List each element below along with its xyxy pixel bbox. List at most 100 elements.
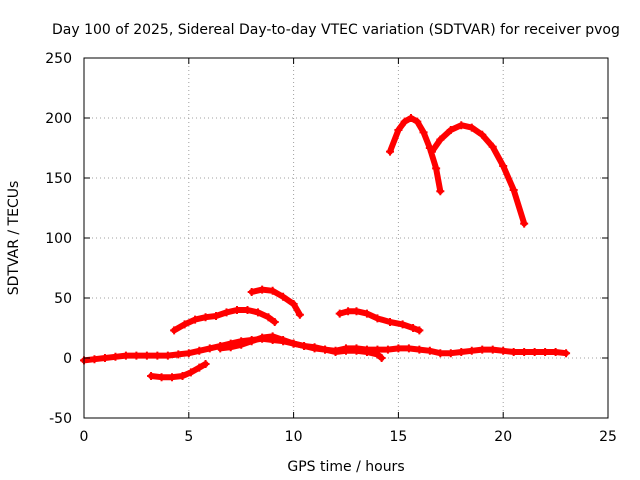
data-point: [178, 372, 187, 380]
data-point: [427, 147, 436, 156]
data-point: [398, 320, 407, 329]
data-point: [216, 344, 225, 353]
data-point: [195, 346, 204, 355]
y-tick-label: 0: [63, 351, 72, 367]
series-peak-2: [428, 122, 528, 227]
data-point: [499, 162, 508, 170]
data-point: [147, 372, 156, 380]
data-point: [289, 300, 298, 308]
data-point: [562, 349, 571, 358]
data-point: [170, 326, 179, 335]
chart-title: Day 100 of 2025, Sidereal Day-to-day VTE…: [52, 22, 620, 38]
x-tick-label: 5: [184, 429, 193, 445]
series-band-low: [148, 361, 209, 381]
grid-layer: [84, 58, 608, 418]
data-point: [520, 348, 529, 356]
data-point: [321, 345, 330, 354]
x-axis-label: GPS time / hours: [287, 459, 404, 475]
data-point: [413, 117, 422, 126]
data-point: [394, 344, 403, 353]
x-tick-label: 0: [80, 429, 89, 445]
data-point: [168, 373, 177, 382]
data-point: [409, 324, 418, 332]
data-point: [142, 351, 151, 360]
data-point: [373, 350, 382, 359]
data-point: [352, 307, 361, 316]
data-point: [300, 342, 309, 350]
data-point: [488, 142, 497, 151]
series-band-mid2: [336, 308, 423, 334]
data-point: [174, 350, 183, 359]
data-point: [509, 186, 518, 194]
tick-layer: 0 5 10 15 20 25 -50 0 50 100 150 200 250: [45, 51, 617, 445]
data-point: [446, 349, 455, 358]
data-point: [157, 373, 166, 382]
data-point: [520, 219, 529, 228]
data-point: [436, 349, 445, 358]
data-point: [212, 312, 221, 320]
data-point: [191, 315, 200, 324]
data-point: [258, 285, 267, 294]
x-tick-label: 20: [494, 429, 512, 445]
y-axis-label: SDTVAR / TECUs: [6, 181, 22, 296]
data-point: [268, 332, 277, 341]
data-point: [195, 363, 204, 372]
data-point: [180, 320, 189, 329]
data-point: [279, 292, 288, 301]
data-point: [233, 306, 242, 314]
data-point: [467, 123, 476, 132]
data-point: [342, 346, 350, 355]
data-point: [415, 345, 424, 354]
data-point: [386, 147, 395, 156]
data-point: [352, 346, 361, 355]
data-point: [446, 126, 455, 134]
data-point: [432, 164, 441, 173]
data-point: [237, 340, 246, 349]
data-point: [201, 360, 210, 368]
data-point: [425, 346, 434, 355]
data-point: [362, 348, 371, 356]
y-tick-label: 100: [45, 231, 72, 247]
data-point: [478, 130, 487, 139]
data-point: [184, 349, 193, 358]
data-point: [226, 343, 235, 352]
data-point: [488, 345, 497, 354]
x-tick-label: 10: [285, 429, 303, 445]
y-tick-label: -50: [49, 411, 72, 427]
data-point: [186, 368, 195, 377]
data-point: [331, 348, 340, 356]
data-point: [247, 288, 256, 296]
data-point: [415, 326, 424, 335]
series-layer: [80, 114, 571, 382]
data-point: [400, 117, 409, 126]
data-point: [90, 355, 99, 364]
data-point: [243, 306, 252, 314]
data-point: [394, 126, 403, 134]
data-point: [406, 114, 415, 122]
data-point: [509, 348, 518, 356]
data-point: [270, 318, 279, 326]
data-point: [541, 348, 550, 356]
data-point: [551, 348, 560, 356]
data-point: [247, 337, 256, 346]
data-point: [362, 309, 371, 318]
data-point: [258, 333, 267, 342]
data-point: [335, 309, 344, 318]
data-point: [467, 346, 476, 355]
data-point: [373, 314, 382, 323]
y-tick-label: 50: [54, 291, 72, 307]
data-point: [457, 121, 466, 130]
data-point: [436, 187, 445, 196]
data-point: [377, 354, 386, 362]
y-tick-label: 250: [45, 51, 72, 67]
data-point: [419, 128, 428, 137]
data-point: [268, 286, 277, 295]
data-point: [205, 344, 214, 353]
data-point: [404, 344, 413, 353]
data-point: [111, 352, 120, 361]
data-point: [253, 308, 262, 317]
data-point: [264, 313, 273, 322]
data-point: [499, 346, 508, 355]
data-point: [386, 318, 395, 326]
